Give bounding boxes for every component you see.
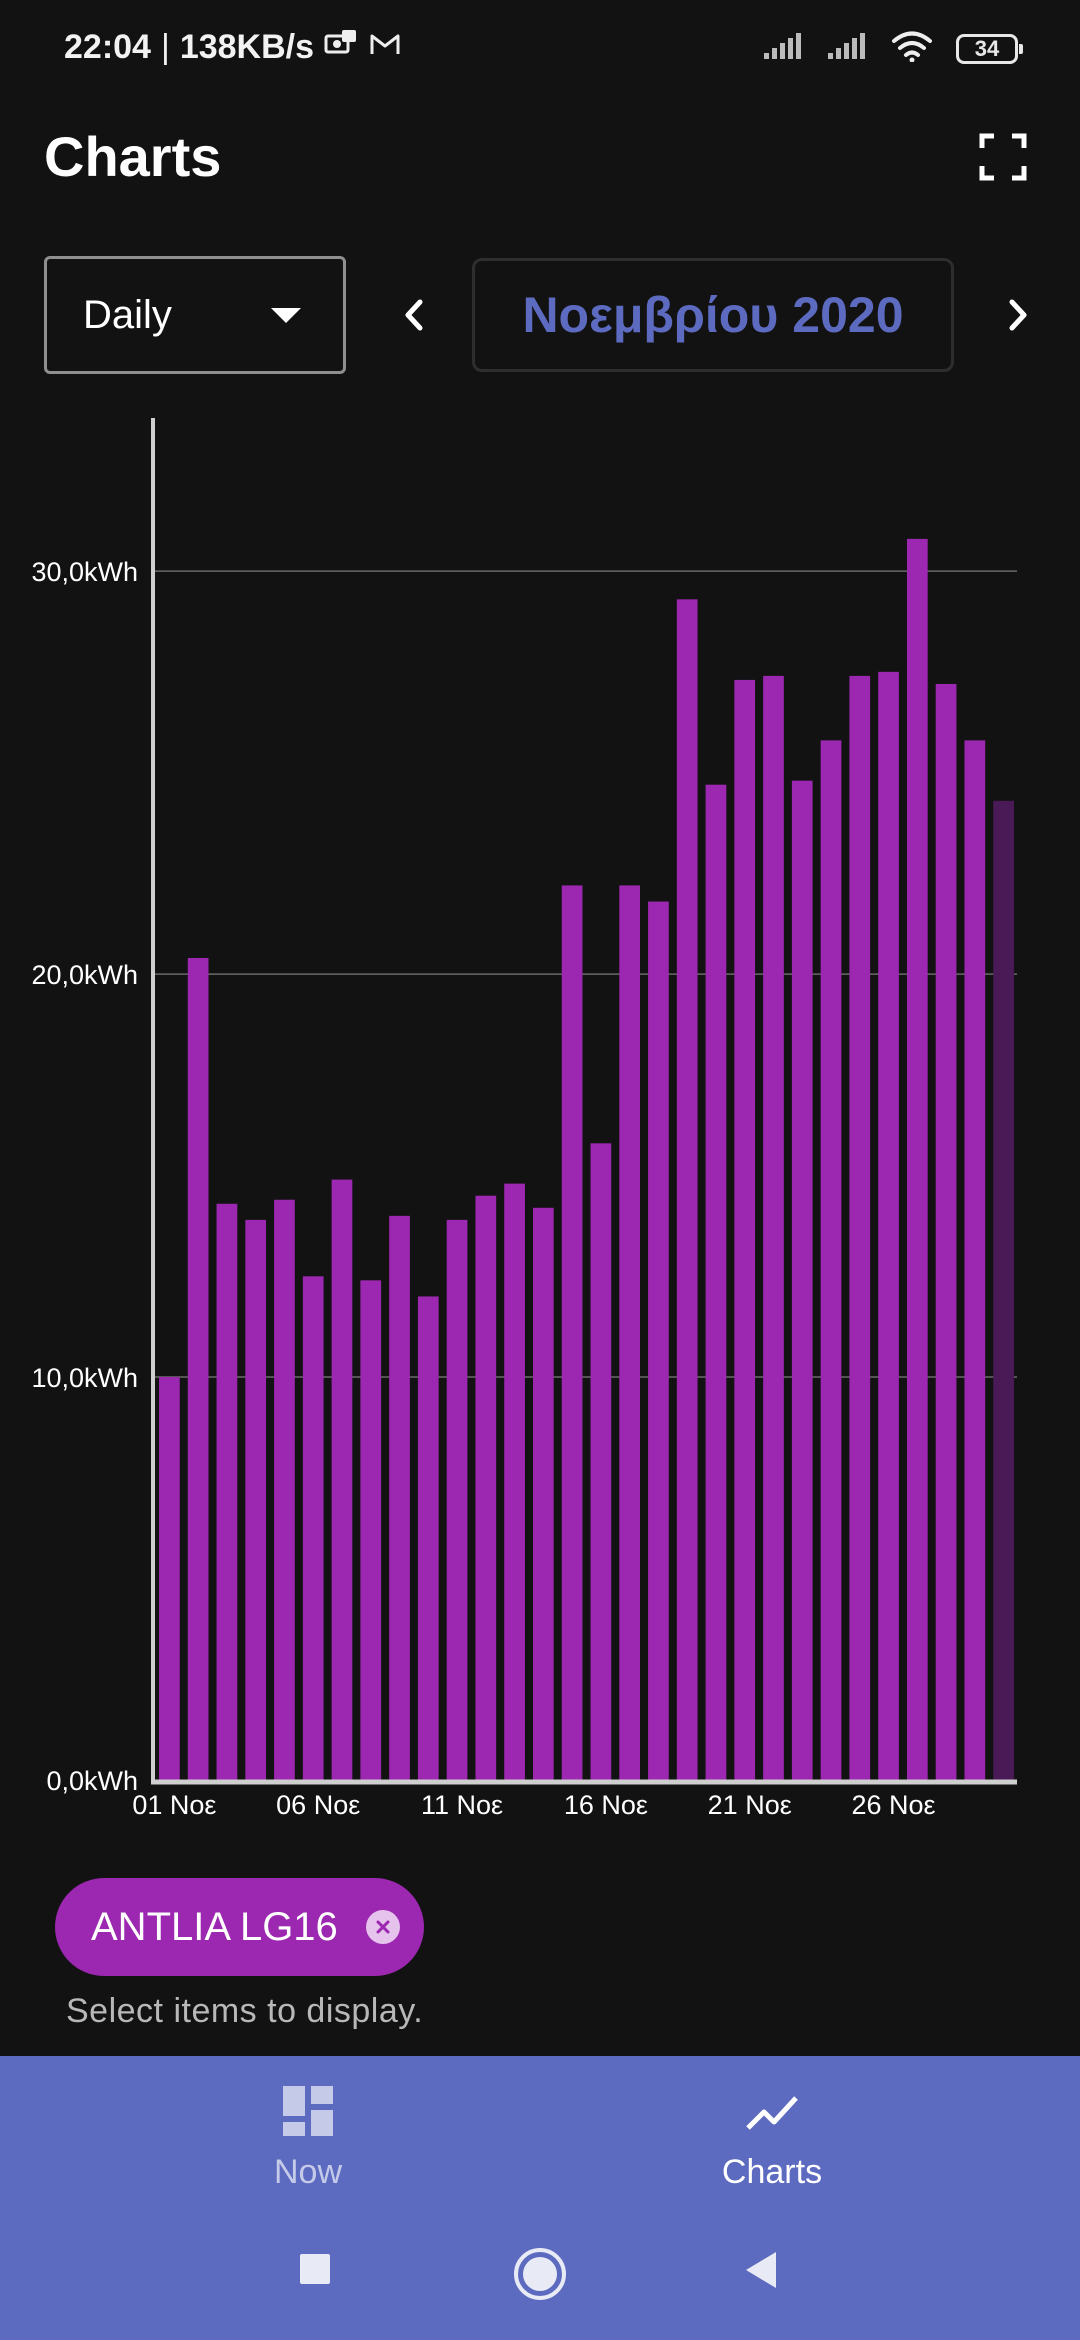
y-tick-label: 30,0kWh <box>31 557 138 587</box>
chart-bar[interactable] <box>590 1143 612 1780</box>
battery-level: 34 <box>974 35 1000 61</box>
nav-item-now[interactable]: Now <box>158 2084 458 2192</box>
chart-bar[interactable] <box>532 1207 554 1780</box>
dashboard-icon <box>281 2086 335 2142</box>
gmail-icon <box>368 28 402 67</box>
chart-bar[interactable] <box>187 957 209 1780</box>
chart-bar[interactable] <box>302 1276 324 1780</box>
status-right: 34 <box>762 30 1023 67</box>
recents-square-icon[interactable] <box>298 2252 332 2291</box>
chart-bar[interactable] <box>993 800 1014 1780</box>
status-separator: | <box>160 28 170 66</box>
status-speed: 138KB/s <box>179 28 315 66</box>
select-hint: Select items to display. <box>66 1992 424 2030</box>
y-tick-label: 10,0kWh <box>31 1363 138 1393</box>
y-tick-label: 0,0kWh <box>46 1766 138 1796</box>
nav-item-charts[interactable]: Charts <box>622 2084 922 2192</box>
photo-notification-icon <box>324 28 358 67</box>
x-tick-label: 16 Νοε <box>564 1790 648 1820</box>
chart-bar[interactable] <box>159 1377 180 1780</box>
caret-down-icon <box>271 307 301 323</box>
period-value: Daily <box>83 292 172 337</box>
series-chip[interactable]: ANTLIA LG16 <box>55 1878 424 1976</box>
page-title: Charts <box>44 125 222 188</box>
chart-bar[interactable] <box>849 675 871 1780</box>
chart-bar[interactable] <box>935 683 957 1780</box>
chart-bar[interactable] <box>676 599 698 1781</box>
period-dropdown[interactable]: Daily <box>44 256 346 374</box>
wifi-icon <box>890 30 934 67</box>
home-circle-icon[interactable] <box>512 2246 568 2307</box>
chart-bar[interactable] <box>216 1203 238 1780</box>
series-chip-label: ANTLIA LG16 <box>91 1904 338 1949</box>
chart-bar[interactable] <box>648 901 669 1780</box>
chart-bar[interactable] <box>705 784 727 1780</box>
x-tick-label: 26 Νοε <box>852 1790 936 1820</box>
chart-bar[interactable] <box>791 780 813 1780</box>
chart-bar[interactable] <box>446 1219 468 1780</box>
chart-svg: 0,0kWh 10,0kWh 20,0kWh 30,0kWh 01 Νοε 06 Νοε 1… <box>31 418 1017 1820</box>
x-tick-label: 11 Νοε <box>421 1790 503 1820</box>
month-selector[interactable]: Νοεμβρίου 2020 <box>472 258 954 372</box>
trending-up-icon <box>744 2096 800 2142</box>
chart-bar[interactable] <box>360 1280 382 1780</box>
chart-bar[interactable] <box>274 1199 295 1780</box>
x-tick-label: 06 Νοε <box>276 1790 360 1820</box>
signal-icon <box>826 31 868 66</box>
chart-bar[interactable] <box>245 1219 267 1780</box>
x-tick-label: 21 Νοε <box>708 1790 792 1820</box>
chart-bar[interactable] <box>475 1195 497 1780</box>
chart-bar[interactable] <box>906 538 928 1780</box>
energy-bar-chart: 0,0kWh 10,0kWh 20,0kWh 30,0kWh 01 Νοε 06 Νοε 1… <box>0 400 1080 1830</box>
chart-bar[interactable] <box>504 1183 525 1780</box>
chevron-right-icon[interactable] <box>998 290 1038 340</box>
chart-bar[interactable] <box>561 885 583 1780</box>
fullscreen-icon[interactable] <box>978 132 1028 182</box>
x-tick-label: 01 Νοε <box>132 1790 216 1820</box>
system-navigation <box>0 2210 1080 2340</box>
back-triangle-icon[interactable] <box>744 2250 778 2295</box>
chevron-left-icon[interactable] <box>394 290 434 340</box>
bottom-navigation: Now Charts <box>0 2056 1080 2340</box>
chart-bar[interactable] <box>619 885 641 1780</box>
chart-bar[interactable] <box>734 679 756 1780</box>
nav-label-now: Now <box>273 2153 343 2191</box>
nav-label-charts: Charts <box>721 2153 823 2191</box>
close-icon[interactable] <box>365 1910 400 1944</box>
signal-icon <box>762 31 804 66</box>
chart-bar[interactable] <box>820 740 842 1780</box>
status-left: 22:04 | 138KB/s <box>64 28 402 67</box>
chart-bar[interactable] <box>878 671 899 1780</box>
month-label: Νοεμβρίου 2020 <box>522 287 904 343</box>
chart-bar[interactable] <box>964 740 986 1780</box>
chart-bar[interactable] <box>331 1179 353 1780</box>
battery-icon: 34 <box>956 33 1023 64</box>
status-bar: 22:04 | 138KB/s <box>0 0 1080 100</box>
chart-bar[interactable] <box>763 675 784 1780</box>
y-tick-label: 20,0kWh <box>31 960 138 990</box>
chart-bar[interactable] <box>417 1296 439 1780</box>
status-time: 22:04 <box>64 28 151 66</box>
chart-bar[interactable] <box>389 1215 410 1780</box>
